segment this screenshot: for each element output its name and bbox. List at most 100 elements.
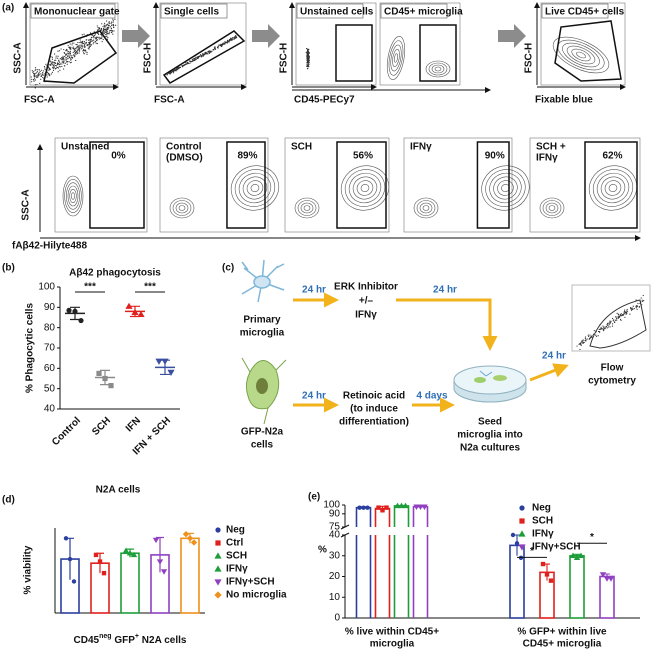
treatment: IFNγ — [355, 310, 377, 321]
gate — [589, 299, 647, 349]
flow-arrow — [396, 298, 498, 351]
cell-label: Primary — [243, 315, 281, 326]
event-dot — [585, 339, 587, 341]
y-tick-label: 80 — [44, 322, 56, 333]
event-dot — [110, 22, 112, 24]
event-dot — [86, 39, 88, 41]
event-dot — [190, 61, 192, 63]
event-dot — [194, 57, 196, 60]
event-dot — [90, 44, 92, 46]
event-dot — [642, 300, 644, 303]
event-dot — [105, 28, 107, 30]
event-dot — [186, 61, 189, 64]
data-point — [66, 307, 72, 313]
bar — [412, 505, 429, 618]
event-dot — [641, 299, 643, 301]
event-dot — [88, 42, 90, 44]
event-dot — [92, 36, 95, 38]
event-dot — [68, 56, 70, 58]
gate-title-box — [380, 3, 448, 19]
data-point — [540, 561, 546, 567]
step-arrow — [498, 24, 526, 48]
event-dot — [64, 62, 66, 64]
event-dot — [84, 49, 86, 51]
y-axis-label: FSC-H — [524, 43, 535, 74]
contour — [238, 172, 272, 204]
y-axis-label: FSC-H — [279, 43, 290, 74]
sample-label: SCH + — [536, 142, 566, 153]
event-dot — [90, 38, 92, 40]
event-dot — [68, 52, 70, 55]
event-dot — [307, 65, 310, 67]
event-dot — [600, 326, 602, 328]
event-dot — [42, 73, 44, 75]
y-tick-label: 75 — [329, 522, 341, 533]
event-dot — [614, 321, 616, 324]
gate — [584, 141, 638, 229]
event-dot — [168, 73, 171, 75]
contour — [552, 36, 610, 74]
data-point — [78, 317, 84, 324]
event-dot — [58, 59, 60, 61]
data-point — [126, 550, 134, 556]
event-dot — [73, 42, 75, 44]
event-dot — [191, 60, 193, 63]
data-point — [607, 576, 615, 582]
event-dot — [616, 319, 618, 321]
event-dot — [55, 55, 57, 57]
event-dot — [98, 27, 100, 29]
event-dot — [110, 29, 112, 32]
event-dot — [94, 34, 96, 37]
event-dot — [51, 71, 54, 73]
gate — [226, 141, 266, 229]
event-dot — [192, 59, 194, 62]
event-dot — [593, 330, 595, 332]
event-dot — [96, 42, 99, 45]
panel-label: (a) — [2, 3, 14, 14]
event-dot — [595, 334, 597, 336]
event-dot — [103, 30, 105, 32]
legend-label: SCH — [532, 516, 553, 527]
event-dot — [603, 327, 605, 329]
event-dot — [614, 319, 617, 321]
event-dot — [229, 38, 231, 41]
contour — [431, 64, 445, 74]
legend-label: No microglia — [226, 590, 287, 601]
bar — [180, 537, 200, 614]
event-dot — [75, 52, 77, 54]
event-dot — [229, 40, 231, 42]
event-dot — [235, 34, 237, 37]
step-arrow — [122, 24, 150, 48]
event-dot — [50, 64, 52, 66]
event-dot — [112, 18, 114, 20]
event-dot — [53, 53, 56, 55]
event-dot — [615, 316, 617, 318]
event-dot — [47, 72, 49, 74]
event-dot — [102, 27, 105, 29]
event-dot — [602, 325, 604, 327]
event-dot — [576, 345, 578, 347]
event-dot — [608, 324, 610, 326]
y-tick-label: 100 — [323, 500, 340, 511]
event-dot — [579, 342, 582, 344]
event-dot — [617, 313, 620, 315]
x-axis-label-part: CD45 — [74, 635, 100, 646]
event-dot — [305, 47, 308, 50]
event-dot — [51, 64, 53, 66]
event-dot — [604, 327, 606, 329]
step-label: cytometry — [588, 376, 636, 387]
event-dot — [107, 37, 109, 39]
event-dot — [69, 48, 71, 50]
contour — [67, 185, 79, 207]
event-dot — [96, 25, 98, 27]
event-dot — [601, 327, 603, 330]
y-axis-label: FSC-H — [143, 43, 154, 74]
event-dot — [98, 28, 100, 30]
y-tick-label: 90 — [329, 508, 341, 519]
y-tick-label: 100 — [38, 282, 55, 293]
event-dot — [620, 313, 622, 315]
event-dot — [108, 33, 110, 35]
event-dot — [65, 58, 67, 60]
legend-label: IFNγ+SCH — [532, 542, 581, 553]
